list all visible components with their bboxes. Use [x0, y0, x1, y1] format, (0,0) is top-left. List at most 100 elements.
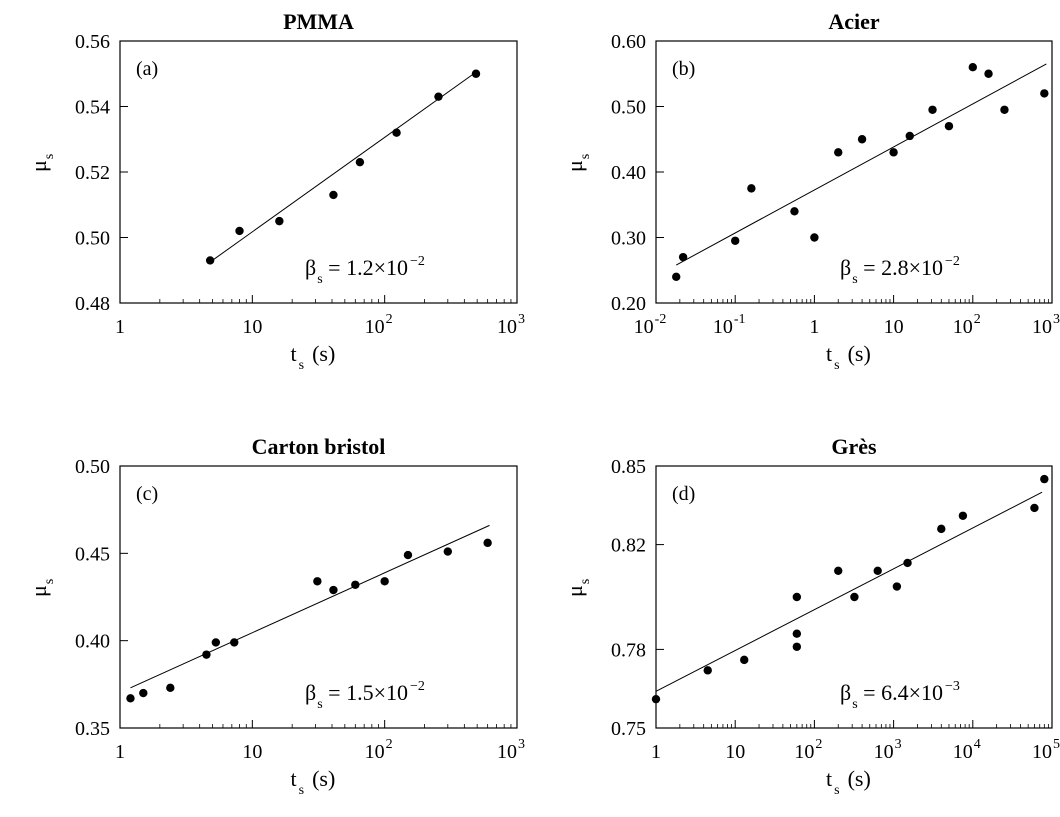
y-tick-label: 0.75	[611, 718, 646, 740]
chart-panel-1: PMMA (a) 0.48 0.50 0.52 0.54 0.56 1 10 102 103 t s (s…	[26, 9, 525, 373]
x-axis-label: t s (s)	[826, 766, 871, 798]
data-point	[928, 105, 937, 114]
fit-line	[130, 524, 490, 689]
x-tick-label: 103	[497, 312, 525, 338]
x-tick-label: 10	[725, 741, 745, 763]
chart-title: Acier	[828, 9, 880, 34]
data-point	[937, 524, 946, 534]
data-point	[873, 566, 882, 575]
data-point	[944, 121, 954, 131]
data-point	[1040, 474, 1049, 484]
data-point	[850, 592, 859, 602]
y-tick-label: 0.56	[75, 31, 110, 53]
fit-line	[675, 63, 1047, 266]
data-point	[984, 69, 993, 78]
x-tick-label: 10	[242, 316, 262, 338]
data-point	[903, 558, 912, 568]
data-point	[792, 642, 802, 651]
plot-frame	[655, 40, 1053, 304]
data-point	[747, 184, 756, 193]
y-axis-label: μs	[26, 579, 57, 597]
data-point	[483, 538, 492, 548]
data-point	[211, 638, 221, 647]
x-axis-label: t s (s)	[291, 766, 336, 798]
data-point	[471, 69, 481, 78]
data-point	[205, 256, 215, 265]
x-tick-label: 10	[884, 316, 904, 338]
y-tick-label: 0.40	[611, 162, 646, 184]
x-tick-label: 102	[794, 737, 822, 763]
data-point	[434, 92, 443, 101]
y-tick-label: 0.60	[611, 31, 646, 53]
beta-annotation: βs = 6.4×10 −3	[840, 679, 960, 712]
y-tick-label: 0.20	[611, 293, 646, 315]
data-point	[790, 207, 799, 216]
x-tick-label: 104	[953, 737, 981, 763]
data-point	[443, 547, 453, 556]
x-tick-label: 102	[365, 737, 393, 763]
chart-panel-2: Acier (b) 0.20 0.30 0.40 0.50 0.60 10-2 10-1 1 10 1…	[562, 9, 1060, 373]
x-tick-label: 1	[115, 316, 125, 338]
data-point	[968, 62, 977, 72]
beta-annotation: βs = 2.8×10 −2	[840, 254, 960, 287]
data-point	[834, 148, 843, 157]
data-point	[392, 128, 401, 137]
data-point	[166, 683, 175, 693]
data-point	[313, 577, 322, 586]
y-tick-label: 0.35	[75, 718, 110, 740]
data-point	[834, 566, 843, 575]
chart-title: Carton bristol	[252, 434, 386, 459]
y-tick-label: 0.52	[75, 162, 110, 184]
data-point	[672, 272, 681, 281]
y-axis-label: μs	[26, 154, 57, 172]
x-tick-label: 10	[242, 741, 262, 763]
beta-annotation: βs = 1.5×10 −2	[305, 679, 425, 712]
data-point	[235, 226, 244, 236]
chart-title: PMMA	[283, 9, 354, 34]
x-axis-label: t s (s)	[826, 341, 871, 373]
data-point	[651, 694, 661, 704]
fit-line	[207, 70, 479, 265]
data-point	[126, 694, 135, 703]
y-tick-label: 0.50	[75, 456, 110, 478]
data-point	[889, 148, 898, 157]
y-tick-label: 0.50	[611, 97, 646, 119]
x-tick-label: 103	[1032, 312, 1060, 338]
y-tick-label: 0.85	[611, 456, 646, 478]
data-point	[958, 511, 968, 520]
data-point	[351, 580, 360, 589]
chart-title: Grès	[831, 434, 877, 459]
data-point	[380, 577, 389, 586]
y-tick-label: 0.48	[75, 293, 110, 315]
x-tick-label: 1	[809, 316, 819, 338]
data-point	[740, 655, 749, 665]
plot-frame	[119, 465, 518, 729]
data-point	[329, 585, 338, 595]
data-point	[202, 650, 211, 659]
y-tick-label: 0.82	[611, 535, 646, 557]
data-point	[678, 252, 688, 262]
x-tick-label: 1	[651, 741, 661, 763]
x-tick-label: 10-1	[713, 312, 746, 338]
y-axis-label: μs	[562, 154, 593, 172]
y-axis-label: μs	[562, 579, 593, 597]
data-point	[355, 157, 365, 167]
x-tick-label: 10-2	[634, 312, 667, 338]
beta-annotation: βs = 1.2×10 −2	[305, 254, 425, 287]
data-point	[905, 131, 914, 141]
x-tick-label: 1	[115, 741, 125, 763]
data-point	[792, 592, 802, 602]
x-tick-label: 103	[497, 737, 525, 763]
x-tick-label: 102	[953, 312, 981, 338]
data-point	[703, 666, 712, 675]
x-tick-label: 102	[365, 312, 393, 338]
data-point	[810, 233, 819, 242]
data-point	[139, 688, 148, 698]
y-tick-label: 0.50	[75, 228, 110, 250]
panel-label: (a)	[136, 58, 158, 80]
y-tick-label: 0.78	[611, 639, 646, 661]
data-point	[403, 550, 413, 560]
panel-label: (c)	[136, 483, 158, 505]
y-tick-label: 0.54	[75, 97, 110, 119]
